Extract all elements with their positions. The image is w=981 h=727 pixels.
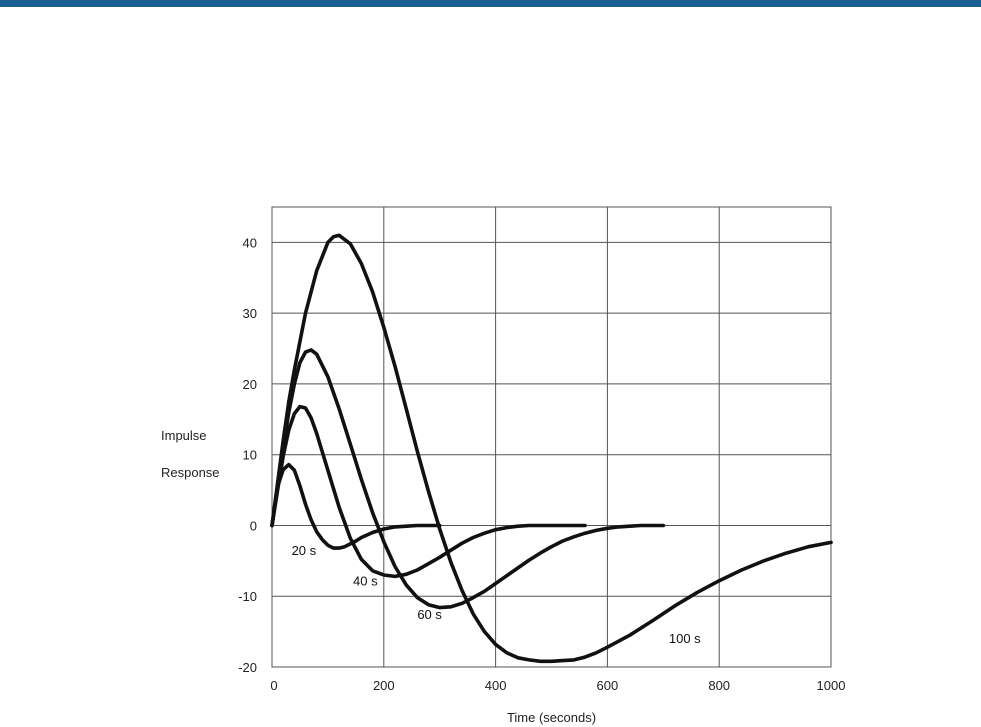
y-axis-title-line-1: Impulse: [161, 428, 207, 443]
series-label: 20 s: [292, 543, 317, 558]
y-tick-label: 0: [250, 518, 257, 533]
x-tick-label: 600: [597, 678, 619, 693]
y-tick-label: 30: [243, 306, 257, 321]
y-tick-label: -20: [238, 660, 257, 675]
series-layer: [270, 233, 833, 664]
y-axis-title-line-2: Response: [161, 465, 220, 480]
axes: 0 200 400 600 800 1000 -20 -10 0 10 20 30 40: [238, 235, 845, 693]
x-tick-label: 200: [373, 678, 395, 693]
annotation-layer: 20 s 40 s 60 s 100 s: [292, 543, 702, 646]
header-bar: [0, 0, 981, 7]
y-tick-label: 40: [243, 235, 257, 250]
grid: [271, 206, 832, 668]
series-line-100s: [270, 233, 833, 664]
series-line-40s: [270, 404, 587, 579]
x-axis-title: Time (seconds): [507, 710, 596, 725]
x-tick-label: 400: [485, 678, 507, 693]
series-label: 60 s: [417, 607, 442, 622]
x-tick-label: 800: [708, 678, 730, 693]
y-tick-label: 10: [243, 448, 257, 463]
x-tick-label: 1000: [817, 678, 846, 693]
series-label: 100 s: [669, 631, 701, 646]
series-label: 40 s: [353, 574, 378, 589]
y-tick-label: 20: [243, 377, 257, 392]
series-line-20s: [270, 462, 442, 550]
x-tick-label: 0: [270, 678, 277, 693]
series-line-60s: [270, 348, 666, 610]
y-tick-label: -10: [238, 589, 257, 604]
plot-frame: [271, 206, 832, 668]
